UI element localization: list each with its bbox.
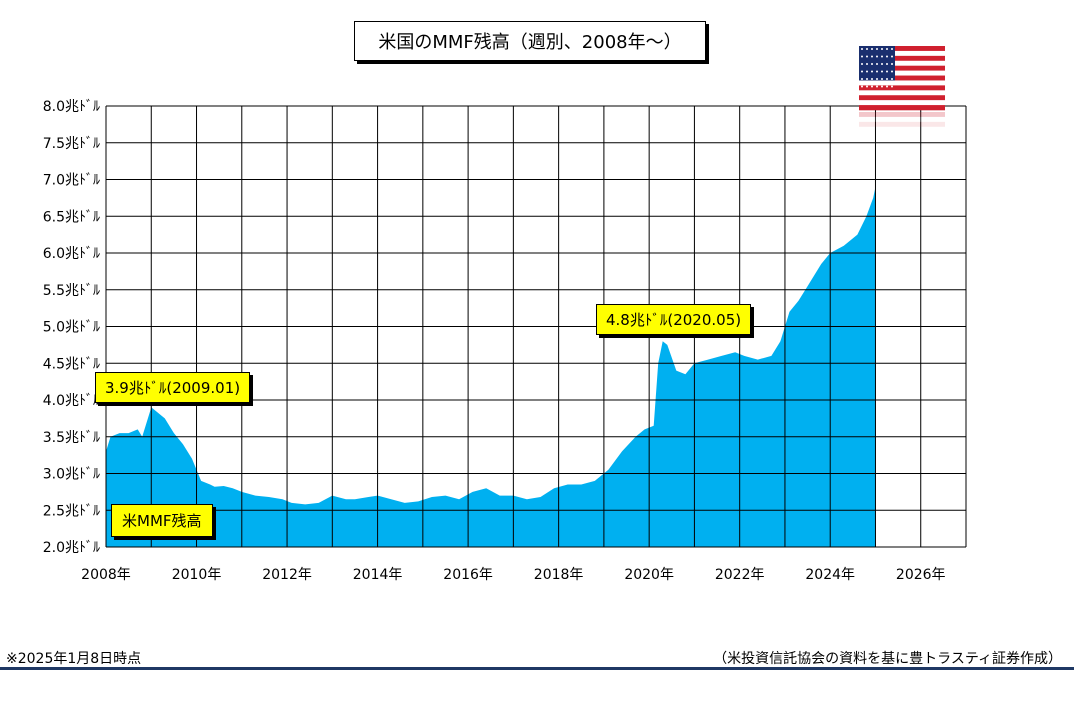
flag-star: [876, 85, 878, 88]
y-tick-label: 4.0兆ﾄﾞﾙ: [43, 393, 100, 409]
y-tick-label: 6.5兆ﾄﾞﾙ: [43, 209, 100, 225]
flag-star: [886, 70, 888, 73]
us-flag-icon: [859, 46, 945, 127]
y-axis: 2.0兆ﾄﾞﾙ 2.5兆ﾄﾞﾙ 3.0兆ﾄﾞﾙ 3.5兆ﾄﾞﾙ 4.0兆ﾄﾞﾙ 4.5兆ﾄ…: [43, 99, 100, 556]
flag-star: [866, 48, 868, 50]
flag-stripe: [859, 85, 945, 91]
flag-star: [891, 85, 893, 88]
y-tick-label: 3.0兆ﾄﾞﾙ: [43, 467, 100, 483]
y-tick-label: 4.5兆ﾄﾞﾙ: [43, 356, 100, 372]
flag-star: [886, 55, 888, 58]
x-tick-label: 2010年: [172, 567, 222, 583]
x-axis: 2008年 2010年 2012年 2014年 2016年 2018年 2020年 2022年…: [81, 567, 945, 583]
flag-star: [876, 55, 878, 58]
flag-star: [876, 78, 878, 80]
y-tick-label: 7.5兆ﾄﾞﾙ: [43, 136, 100, 152]
flag-star: [871, 70, 873, 73]
flag-stripe: [859, 100, 945, 106]
flag-stripe: [859, 70, 945, 76]
annotation-2009-peak: 3.9兆ﾄﾞﾙ(2009.01): [95, 372, 251, 403]
flag-star: [866, 70, 868, 73]
flag-stripe: [859, 46, 945, 52]
y-tick-label: 2.5兆ﾄﾞﾙ: [43, 503, 100, 519]
x-tick-label: 2022年: [715, 567, 765, 583]
flag-star: [891, 78, 893, 80]
flag-stripe: [859, 95, 945, 101]
flag-stripe: [859, 55, 945, 62]
grid-layer: [105, 105, 967, 548]
y-tick-label: 8.0兆ﾄﾞﾙ: [43, 99, 100, 115]
flag-stripe: [859, 105, 945, 111]
footer-note: ※2025年1月8日時点: [6, 651, 142, 667]
y-tick-label: 5.0兆ﾄﾞﾙ: [43, 320, 100, 336]
x-tick-label: 2020年: [624, 567, 674, 583]
x-tick-label: 2016年: [443, 567, 493, 583]
x-tick-label: 2018年: [534, 567, 584, 583]
flag-star: [861, 55, 863, 58]
flag-star: [886, 48, 888, 50]
x-tick-label: 2014年: [353, 567, 403, 583]
series-label: 米MMF残高: [111, 504, 213, 537]
x-tick-label: 2008年: [81, 567, 131, 583]
flag-star: [871, 55, 873, 58]
flag-reflection: [859, 121, 945, 127]
flag-star: [881, 70, 883, 73]
chart-title: 米国のMMF残高（週別、2008年～）: [354, 21, 706, 61]
flag-star: [881, 48, 883, 50]
annotation-2020-peak: 4.8兆ﾄﾞﾙ(2020.05): [596, 304, 752, 335]
flag-star: [891, 70, 893, 73]
flag-star: [866, 78, 868, 80]
flag-star: [871, 85, 873, 88]
flag-star: [866, 85, 868, 88]
flag-stripe: [859, 60, 945, 66]
flag-star: [881, 55, 883, 58]
flag-star: [881, 78, 883, 80]
flag-star: [861, 70, 863, 73]
y-tick-label: 7.0兆ﾄﾞﾙ: [43, 173, 100, 189]
flag-star: [861, 85, 863, 88]
flag-star: [866, 63, 868, 65]
flag-star: [861, 63, 863, 65]
flag-star: [891, 55, 893, 58]
flag-star: [886, 63, 888, 65]
x-tick-label: 2012年: [262, 567, 312, 583]
flag-star: [891, 48, 893, 50]
footer-divider: [0, 667, 1074, 670]
flag-star: [886, 78, 888, 80]
flag-stripe: [859, 65, 945, 71]
flag-star: [881, 63, 883, 65]
flag-reflection: [859, 116, 945, 122]
flag-star: [881, 85, 883, 88]
flag-stripe: [859, 80, 945, 86]
y-tick-label: 6.0兆ﾄﾞﾙ: [43, 246, 100, 262]
flag-star: [886, 85, 888, 88]
flag-star: [871, 63, 873, 65]
flag-reflection: [859, 112, 945, 117]
flag-stripe: [859, 75, 945, 81]
flag-star: [861, 48, 863, 50]
x-tick-label: 2024年: [805, 567, 855, 583]
flag-star: [871, 48, 873, 50]
x-tick-label: 2026年: [896, 567, 946, 583]
y-tick-label: 5.5兆ﾄﾞﾙ: [43, 283, 100, 299]
flag-star: [876, 48, 878, 50]
footer-source: （米投資信託協会の資料を基に豊トラスティ証券作成）: [713, 651, 1062, 667]
y-tick-label: 3.5兆ﾄﾞﾙ: [43, 430, 100, 446]
area-layer: [106, 186, 876, 548]
series-area-0: [106, 186, 876, 548]
flag-stripe: [859, 50, 945, 57]
flag-star: [891, 63, 893, 65]
flag-star: [876, 63, 878, 65]
y-tick-label: 2.0兆ﾄﾞﾙ: [43, 540, 100, 556]
flag-star: [876, 70, 878, 73]
flag-stripe: [859, 90, 945, 96]
flag-star: [871, 78, 873, 80]
flag-star: [866, 55, 868, 58]
flag-star: [861, 78, 863, 80]
